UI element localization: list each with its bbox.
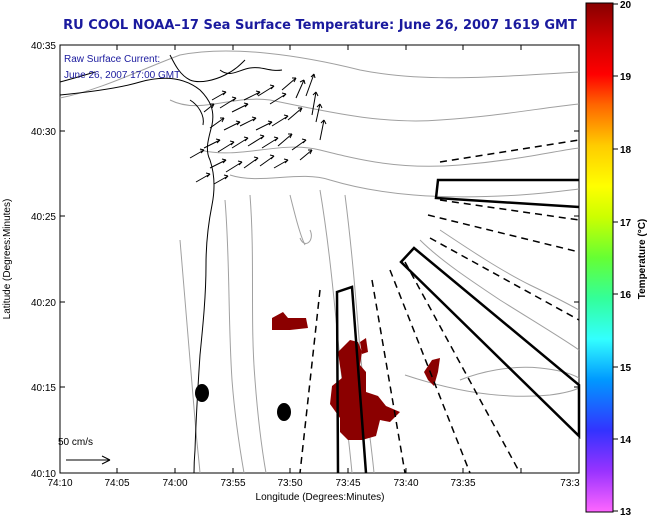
map-frame [59, 44, 580, 474]
figure-title: RU COOL NOAA–17 Sea Surface Temperature:… [63, 18, 577, 33]
current-vectors [189, 73, 327, 185]
colorbar-tick-label: 17 [620, 218, 632, 229]
y-tick-labels: 40:35 40:30 40:25 40:20 40:15 40:10 [31, 41, 56, 480]
y-tick-label: 40:35 [31, 41, 56, 52]
current-timestamp: June 26, 2007 17:00 GMT [64, 70, 181, 81]
coastline [59, 54, 283, 474]
y-tick-label: 40:25 [31, 212, 56, 223]
x-tick-label: 74:05 [104, 478, 129, 489]
colorbar [585, 2, 614, 513]
colorbar-tick-label: 14 [620, 435, 632, 446]
station-marker [195, 384, 209, 402]
x-tick-label: 73:3 [560, 478, 580, 489]
y-tick-label: 40:20 [31, 298, 56, 309]
x-tick-label: 73:40 [393, 478, 418, 489]
colorbar-label: Temperature (°C) [637, 219, 648, 300]
y-tick-label: 40:10 [31, 469, 56, 480]
colorbar-tick-labels: 20 19 18 17 16 15 14 13 [620, 0, 632, 518]
radar-sector-lines [299, 139, 580, 474]
current-label: Raw Surface Current: [64, 54, 161, 65]
x-axis-label: Longitude (Degrees:Minutes) [256, 492, 385, 503]
colorbar-ticks [613, 3, 618, 512]
x-tick-labels: 74:10 74:05 74:00 73:55 73:50 73:45 73:4… [47, 478, 580, 489]
scale-arrow [66, 455, 111, 465]
x-tick-label: 73:45 [335, 478, 360, 489]
y-axis [60, 44, 579, 474]
colorbar-tick-label: 20 [620, 0, 632, 11]
x-tick-label: 73:55 [220, 478, 245, 489]
x-tick-label: 73:35 [450, 478, 475, 489]
x-tick-label: 74:10 [47, 478, 72, 489]
y-tick-label: 40:30 [31, 127, 56, 138]
x-tick-label: 74:00 [162, 478, 187, 489]
colorbar-tick-label: 18 [620, 145, 632, 156]
x-axis [59, 45, 522, 473]
y-axis-label: Latitude (Degrees:Minutes) [2, 199, 13, 320]
radar-footprints [335, 178, 581, 474]
scale-label: 50 cm/s [58, 437, 94, 448]
sst-patches [272, 312, 440, 440]
colorbar-tick-label: 13 [620, 507, 632, 518]
bathymetry-contours [59, 50, 580, 474]
colorbar-tick-label: 15 [620, 363, 632, 374]
colorbar-tick-label: 16 [620, 290, 632, 301]
y-tick-label: 40:15 [31, 383, 56, 394]
x-tick-label: 73:50 [277, 478, 302, 489]
colorbar-tick-label: 19 [620, 72, 632, 83]
station-marker [277, 403, 291, 421]
